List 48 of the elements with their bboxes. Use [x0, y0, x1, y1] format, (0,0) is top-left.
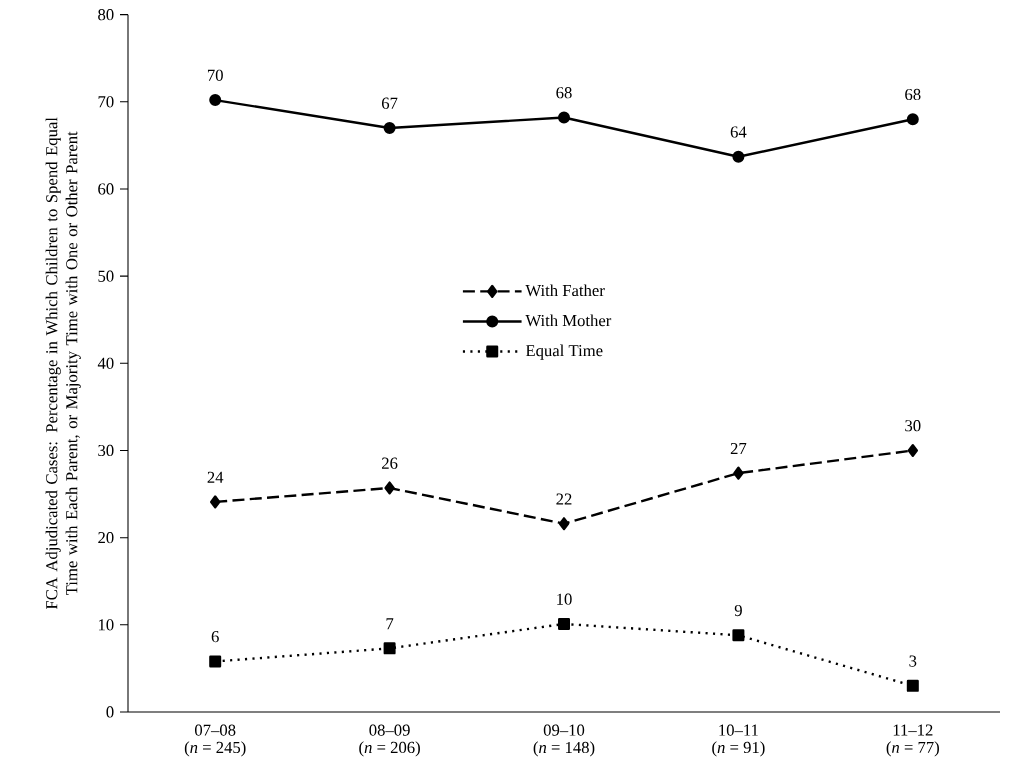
- data-label: 30: [905, 419, 921, 432]
- y-tick-label: 10: [98, 619, 114, 631]
- point: [558, 111, 571, 124]
- point: [732, 150, 745, 163]
- y-tick-label: 50: [98, 270, 114, 282]
- y-tick-label: 40: [97, 357, 114, 369]
- y-axis-title: FCA Adjudicated Cases: Percentage in Which Children to Spend Equal Time with Each Parent, or Majority Time with One or Other Parent: [45, 117, 81, 609]
- y-tick-label: 0: [106, 706, 114, 718]
- data-label: 6: [211, 630, 219, 643]
- point: [383, 121, 396, 134]
- point: [733, 466, 744, 480]
- data-label: 24: [207, 471, 224, 483]
- point: [732, 629, 745, 642]
- legend-label: With Mother: [525, 314, 612, 327]
- data-label: 68: [905, 88, 921, 100]
- x-tick-label: 07–08 (n = 245): [184, 724, 246, 757]
- y-tick-label: 60: [98, 183, 114, 195]
- point: [907, 443, 919, 457]
- data-label: 68: [556, 86, 572, 99]
- point: [384, 481, 395, 495]
- point: [383, 642, 396, 655]
- y-tick-label: 30: [98, 444, 114, 456]
- x-tick-label: 10–11 (n = 91): [712, 724, 765, 757]
- legend-label: Equal Time: [525, 344, 603, 360]
- y-tick-label: 80: [98, 8, 114, 21]
- data-label: 64: [730, 126, 747, 138]
- data-label: 26: [382, 457, 398, 469]
- point: [906, 679, 919, 692]
- data-label: 22: [556, 493, 572, 505]
- legend-label: With Father: [525, 284, 605, 297]
- x-tick-label: 08–09 (n = 206): [359, 724, 420, 757]
- y-tick-label: 20: [98, 531, 114, 544]
- point: [209, 93, 222, 106]
- data-label: 27: [730, 442, 747, 454]
- data-label: 9: [734, 604, 742, 616]
- point: [210, 495, 221, 509]
- point: [558, 617, 571, 630]
- x-tick-label: 11–12 (n = 77): [886, 724, 939, 757]
- point: [906, 113, 919, 126]
- x-tick-label: 09–10 (n = 148): [533, 724, 595, 757]
- data-label: 10: [557, 593, 572, 605]
- point: [558, 517, 570, 531]
- data-label: 70: [207, 69, 223, 81]
- data-label: 67: [381, 97, 398, 109]
- data-label: 3: [909, 655, 917, 667]
- y-tick-label: 70: [98, 96, 114, 108]
- point: [209, 655, 222, 668]
- data-label: 7: [386, 618, 394, 630]
